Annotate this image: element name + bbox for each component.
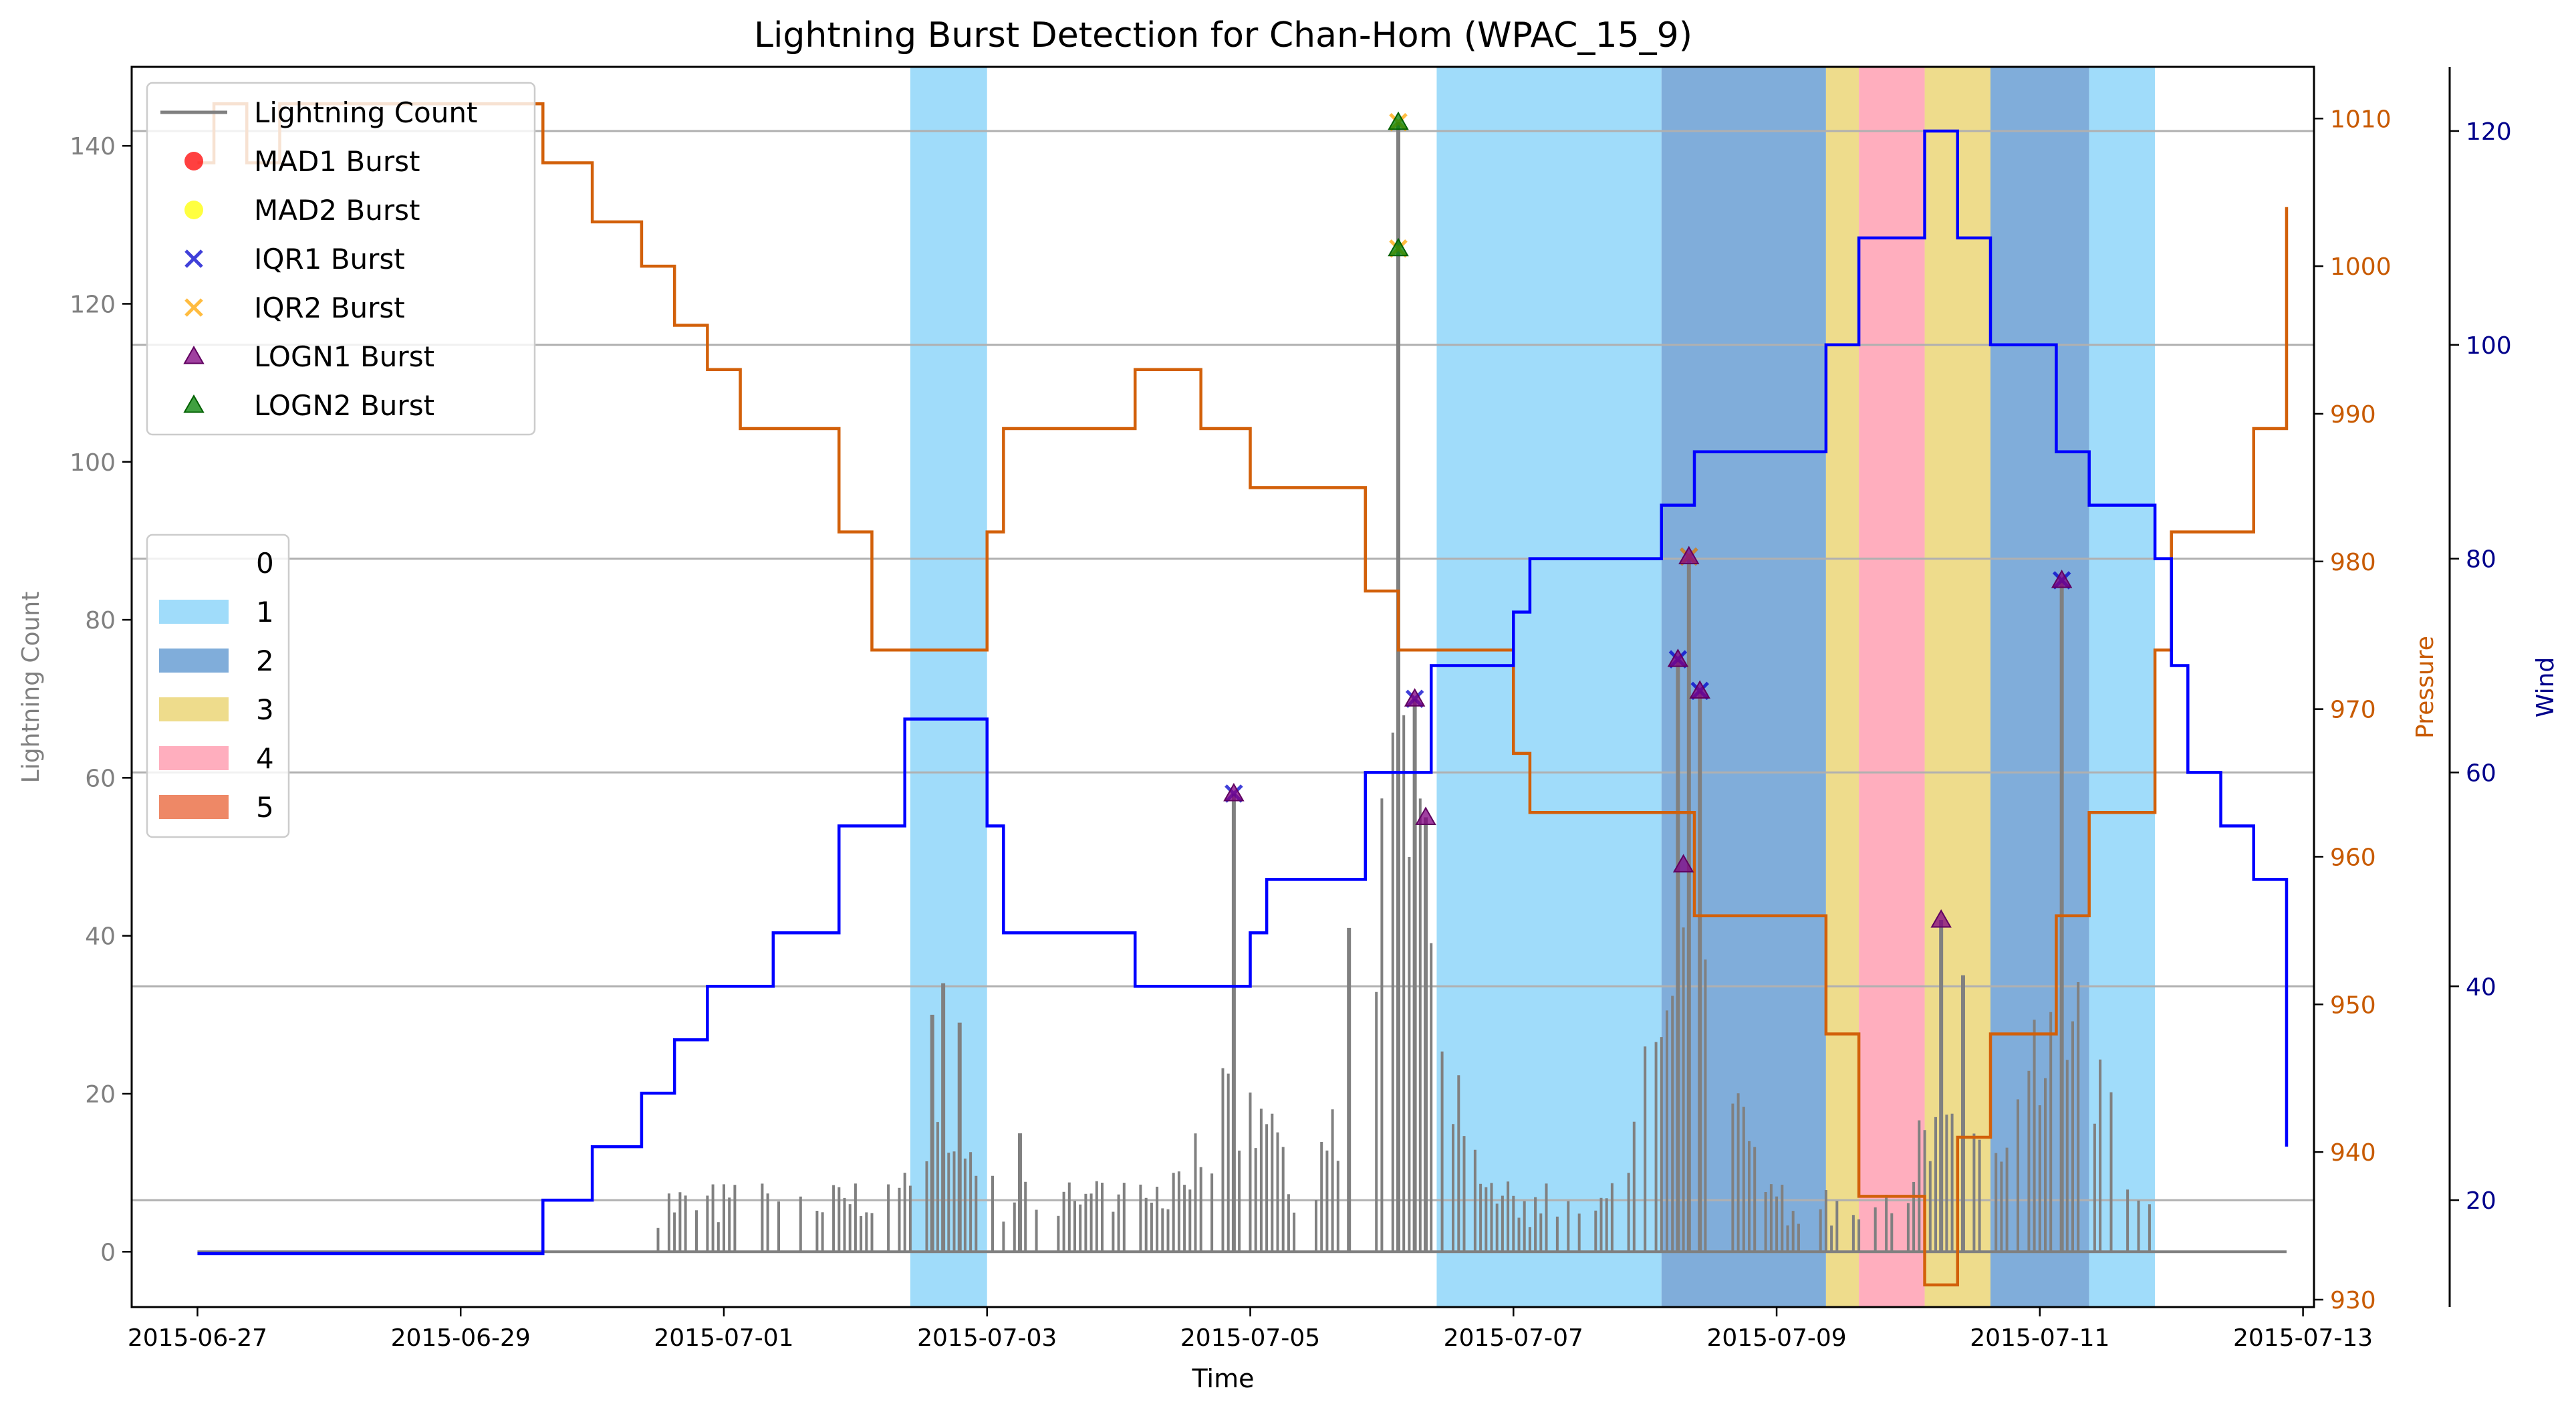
logn1-burst-marker <box>1689 680 1710 699</box>
legend-swatch-category-4 <box>159 746 229 770</box>
logn1-burst-marker <box>1223 782 1245 802</box>
lightning-series <box>197 122 2287 1254</box>
x-tick-label: 2015-07-01 <box>654 1324 793 1352</box>
y-pressure-tick-label: 940 <box>2330 1139 2376 1167</box>
y-axis-label-pressure: Pressure <box>2412 636 2439 739</box>
axes: 2015-06-27 2015-06-29 2015-07-01 2015-07-03… <box>70 67 2512 1352</box>
legend-label: LOGN1 Burst <box>254 340 434 373</box>
y-wind-tick-label: 120 <box>2466 118 2512 146</box>
legend-label: IQR1 Burst <box>254 243 405 275</box>
logn2-burst-marker <box>1388 111 1409 130</box>
y-wind-tick-label: 80 <box>2466 546 2496 574</box>
logn2-burst-marker <box>1388 237 1409 257</box>
y-pressure-tick-label: 930 <box>2330 1287 2376 1314</box>
y-pressure-tick-label: 960 <box>2330 844 2376 871</box>
legend-label: Lightning Count <box>254 96 477 129</box>
x-tick-label: 2015-06-29 <box>391 1324 531 1352</box>
logn1-burst-marker <box>1404 688 1426 707</box>
category-band-1 <box>1436 67 1662 1307</box>
y-pressure-tick-label: 990 <box>2330 401 2376 429</box>
x-tick-label: 2015-07-05 <box>1180 1324 1320 1352</box>
wind-line <box>197 129 2289 1256</box>
legend-label: IQR2 Burst <box>254 291 405 324</box>
y-left-tick-label: 140 <box>70 133 116 160</box>
y-left-tick-label: 20 <box>85 1081 116 1108</box>
legend-swatch-mad2 <box>184 201 203 219</box>
y-axis-label-wind: Wind <box>2532 657 2559 717</box>
legend-swatch-category-1 <box>159 600 229 624</box>
legend-label: MAD1 Burst <box>254 145 420 178</box>
legend-category-label: 4 <box>256 742 274 775</box>
plot-frame <box>130 66 2315 1308</box>
logn1-burst-marker <box>1678 546 1700 565</box>
y-pressure-tick-label: 970 <box>2330 697 2376 724</box>
legend-swatch-logn2 <box>183 394 205 413</box>
legend-swatch-mad1 <box>184 152 203 170</box>
legend-swatch-iqr2 <box>184 298 203 317</box>
pressure-line <box>197 102 2289 1287</box>
logn1-burst-marker <box>2051 569 2073 588</box>
category-band-1 <box>910 67 987 1307</box>
logn1-burst-marker <box>1930 909 1952 928</box>
legend-swatch-category-3 <box>159 697 229 721</box>
logn1-burst-marker <box>1667 649 1689 667</box>
y-left-tick-label: 120 <box>70 291 116 318</box>
x-tick-label: 2015-07-11 <box>1970 1324 2109 1352</box>
y-left-tick-label: 0 <box>100 1239 116 1266</box>
legend-category-label: 5 <box>256 791 274 824</box>
y-pressure-tick-label: 1000 <box>2330 253 2392 281</box>
x-tick-label: 2015-07-03 <box>917 1324 1057 1352</box>
legend-main-box <box>146 82 536 436</box>
legend-category-label: 2 <box>256 645 274 677</box>
y-left-tick-label: 80 <box>85 607 116 634</box>
y-pressure-tick-label: 980 <box>2330 549 2376 576</box>
logn1-burst-marker <box>1415 806 1436 825</box>
lightning-count-spikes <box>656 715 2151 1252</box>
category-bands <box>910 67 2156 1307</box>
legend-label: LOGN2 Burst <box>254 389 434 422</box>
legend-main: Lightning Count MAD1 Burst MAD2 Burst IQR1 … <box>146 82 536 436</box>
y-pressure-tick-label: 1010 <box>2330 106 2392 133</box>
burst-markers <box>1223 111 2073 928</box>
legend-category-label: 3 <box>256 693 274 726</box>
y-wind-tick-label: 60 <box>2466 759 2496 787</box>
legend-category-label: 1 <box>256 596 274 628</box>
x-tick-label: 2015-06-27 <box>128 1324 267 1352</box>
category-band-3 <box>1825 67 1859 1307</box>
y-wind-tick-label: 20 <box>2466 1187 2496 1215</box>
y-left-tick-label: 40 <box>85 923 116 951</box>
y-left-tick-label: 100 <box>70 449 116 477</box>
legend-category-label: 0 <box>256 547 274 580</box>
legend-categories: 0 1 2 3 4 5 <box>146 534 290 838</box>
intensity-lines <box>197 102 2289 1287</box>
category-band-4 <box>1859 67 1925 1307</box>
x-tick-label: 2015-07-13 <box>2233 1324 2373 1352</box>
chart-title: Lightning Burst Detection for Chan-Hom (… <box>754 15 1692 55</box>
y-pressure-tick-label: 950 <box>2330 991 2376 1019</box>
y-left-tick-label: 60 <box>85 765 116 792</box>
x-axis-label: Time <box>1192 1364 1255 1393</box>
logn1-burst-marker <box>1672 854 1694 872</box>
y-wind-tick-label: 40 <box>2466 973 2496 1001</box>
legend-label: MAD2 Burst <box>254 194 420 227</box>
legend-swatch-category-2 <box>159 649 229 673</box>
category-band-3 <box>1924 67 1990 1307</box>
x-tick-label: 2015-07-07 <box>1444 1324 1583 1352</box>
legend-swatch-category-5 <box>159 795 229 819</box>
legend-swatch-logn1 <box>183 345 205 364</box>
legend-swatch-iqr1 <box>184 249 203 268</box>
y-wind-tick-label: 100 <box>2466 332 2512 360</box>
x-tick-label: 2015-07-09 <box>1706 1324 1846 1352</box>
y-axis-label-lightning: Lightning Count <box>17 592 45 784</box>
